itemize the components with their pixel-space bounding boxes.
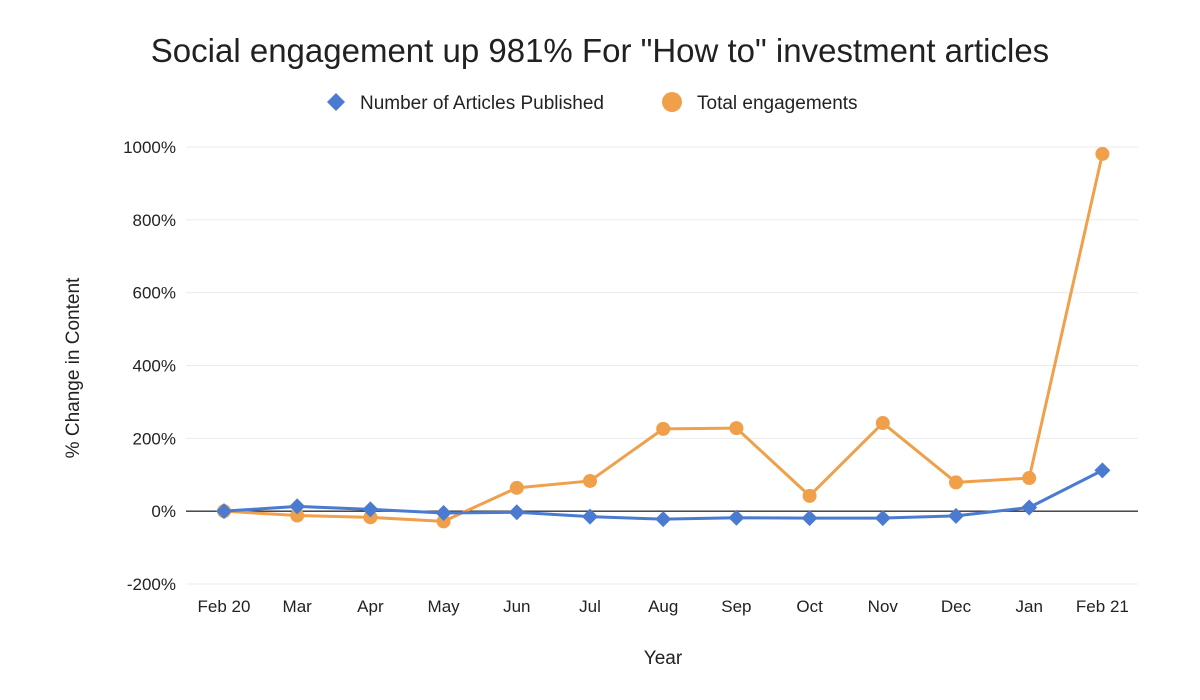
y-axis-title: % Change in Content	[63, 277, 84, 458]
data-point-circle[interactable]	[1022, 471, 1037, 486]
data-point-diamond[interactable]	[1021, 499, 1038, 516]
data-point-diamond[interactable]	[801, 510, 818, 527]
legend-label-articles: Number of Articles Published	[360, 93, 604, 114]
x-tick-label: Oct	[796, 597, 823, 616]
x-tick-label: Mar	[283, 597, 313, 616]
y-tick-label: 0%	[151, 502, 176, 521]
data-point-diamond[interactable]	[582, 508, 598, 525]
data-point-circle[interactable]	[509, 480, 524, 495]
data-point-circle[interactable]	[363, 510, 378, 525]
x-tick-label: May	[428, 597, 461, 616]
legend-diamond-icon	[327, 93, 345, 111]
data-point-diamond[interactable]	[948, 507, 964, 524]
data-point-circle[interactable]	[802, 488, 817, 503]
data-point-circle[interactable]	[436, 514, 451, 529]
x-axis-title: Year	[644, 648, 683, 669]
y-axis-ticks: -200% 0% 200% 400% 600% 800% 1000%	[123, 138, 176, 594]
x-tick-label: Sep	[721, 597, 751, 616]
series-layer	[216, 146, 1111, 529]
y-tick-label: 1000%	[123, 138, 176, 157]
chart-title: Social engagement up 981% For "How to" i…	[151, 32, 1049, 69]
y-tick-label: 600%	[133, 284, 176, 303]
x-tick-label: Jun	[503, 597, 530, 616]
data-point-circle[interactable]	[875, 416, 890, 431]
y-tick-label: 200%	[133, 429, 176, 448]
data-point-circle[interactable]	[656, 421, 671, 436]
x-axis-ticks: Feb 20 Mar Apr May Jun Jul Aug Sep Oct Nov Dec Jan F…	[198, 597, 1129, 616]
x-tick-label: Dec	[941, 597, 972, 616]
data-point-circle[interactable]	[1095, 146, 1110, 161]
x-tick-label: Aug	[648, 597, 678, 616]
data-point-diamond[interactable]	[728, 509, 745, 526]
data-point-diamond[interactable]	[362, 501, 379, 518]
data-point-circle[interactable]	[290, 508, 305, 523]
data-point-diamond[interactable]	[655, 511, 672, 528]
data-point-diamond[interactable]	[1094, 462, 1111, 479]
y-tick-label: 400%	[133, 357, 176, 376]
x-tick-label: Nov	[868, 597, 899, 616]
x-tick-label: Jan	[1015, 597, 1042, 616]
x-tick-label: Feb 21	[1076, 597, 1129, 616]
series-articles-published	[216, 462, 1111, 528]
y-tick-label: -200%	[127, 575, 176, 594]
data-point-diamond[interactable]	[435, 504, 452, 521]
x-tick-label: Feb 20	[198, 597, 251, 616]
data-point-diamond[interactable]	[874, 510, 891, 527]
x-tick-label: Jul	[579, 597, 601, 616]
legend: Number of Articles Published Total engage…	[327, 92, 858, 114]
gridlines	[186, 146, 1138, 585]
data-point-circle[interactable]	[583, 473, 597, 488]
legend-circle-icon	[662, 92, 682, 112]
data-point-diamond[interactable]	[508, 504, 525, 521]
data-point-circle[interactable]	[949, 475, 963, 490]
series-line	[223, 153, 1104, 523]
data-point-diamond[interactable]	[216, 503, 232, 520]
series-total-engagements	[217, 146, 1110, 529]
legend-label-engagements: Total engagements	[697, 93, 858, 114]
y-tick-label: 800%	[133, 211, 176, 230]
data-point-diamond[interactable]	[289, 498, 306, 515]
data-point-circle[interactable]	[729, 421, 744, 436]
x-tick-label: Apr	[357, 597, 384, 616]
